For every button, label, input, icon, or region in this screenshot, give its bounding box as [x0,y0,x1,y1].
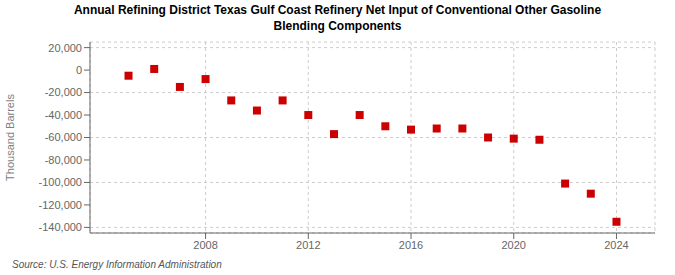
svg-text:-100,000: -100,000 [39,176,82,188]
svg-text:-20,000: -20,000 [45,86,82,98]
svg-text:2012: 2012 [296,239,320,251]
svg-text:0: 0 [76,64,82,76]
html-text:Source: U.S. Energy Informatio: Source: U.S. Energy Information Administ… [12,259,222,270]
svg-text:-40,000: -40,000 [45,109,82,121]
svg-text:2016: 2016 [399,239,423,251]
html-text:Annual Refining District Texas: Annual Refining District Texas Gulf Coas… [73,3,602,17]
svg-text:2024: 2024 [604,239,628,251]
svg-text:-80,000: -80,000 [45,154,82,166]
svg-text:20,000: 20,000 [48,42,82,54]
svg-text:-60,000: -60,000 [45,131,82,143]
html-text:Blending Components: Blending Components [273,19,402,33]
svg-text:2020: 2020 [502,239,526,251]
svg-text:2008: 2008 [193,239,217,251]
svg-text:Thousand Barrels: Thousand Barrels [4,94,16,181]
svg-text:-120,000: -120,000 [39,199,82,211]
svg-text:-140,000: -140,000 [39,221,82,233]
